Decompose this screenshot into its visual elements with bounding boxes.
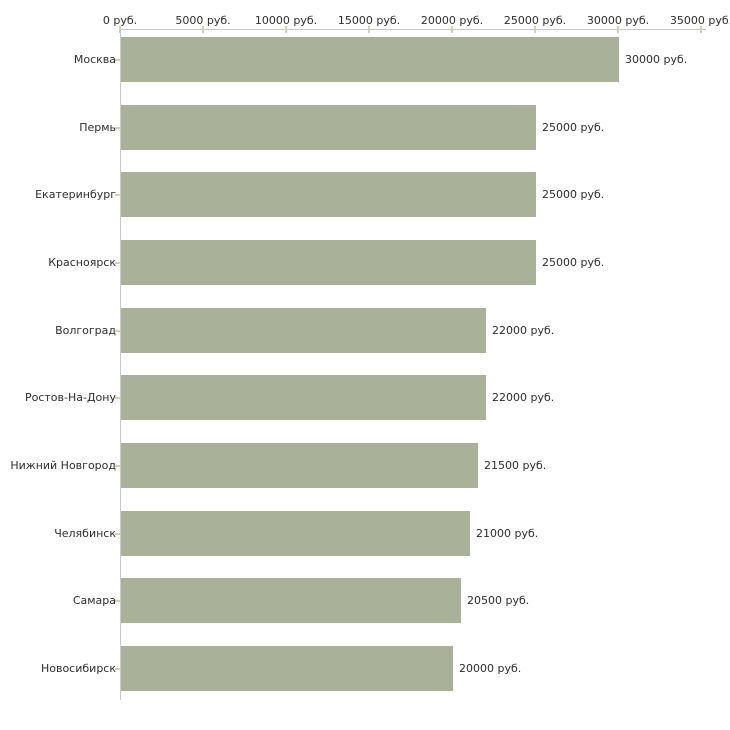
category-label: Екатеринбург: [35, 188, 116, 201]
x-axis-tick-label: 10000 руб.: [254, 14, 318, 27]
x-axis-tick-label: 35000 руб.: [669, 14, 730, 27]
x-axis-tick: [451, 26, 453, 33]
bar: [121, 105, 536, 150]
category-label: Пермь: [79, 121, 116, 134]
category-label: Красноярск: [48, 256, 116, 269]
y-axis-tick: [115, 668, 120, 670]
bar-value-label: 25000 руб.: [542, 256, 605, 269]
y-axis-tick: [115, 262, 120, 264]
bar-value-label: 21000 руб.: [476, 527, 539, 540]
category-label: Челябинск: [54, 527, 116, 540]
bar-value-label: 22000 руб.: [492, 324, 555, 337]
bar: [121, 308, 486, 353]
bar: [121, 578, 461, 623]
bar-value-label: 22000 руб.: [492, 391, 555, 404]
y-axis-tick: [115, 59, 120, 61]
x-axis-tick-label: 0 руб.: [102, 14, 138, 27]
bar-value-label: 21500 руб.: [484, 459, 547, 472]
y-axis-line: [120, 29, 121, 700]
category-label: Новосибирск: [40, 662, 116, 675]
bar: [121, 375, 486, 420]
y-axis-tick: [115, 127, 120, 129]
bar: [121, 443, 478, 488]
x-axis-tick: [202, 26, 204, 33]
bar: [121, 511, 470, 556]
y-axis-tick: [115, 330, 120, 332]
bar-value-label: 30000 руб.: [625, 53, 688, 66]
bar: [121, 172, 536, 217]
category-label: Самара: [72, 594, 116, 607]
bar-value-label: 25000 руб.: [542, 188, 605, 201]
bar-value-label: 25000 руб.: [542, 121, 605, 134]
y-axis-tick: [115, 600, 120, 602]
bar: [121, 646, 453, 691]
category-label: Ростов-На-Дону: [24, 391, 116, 404]
x-axis-tick-label: 30000 руб.: [586, 14, 650, 27]
x-axis-tick-label: 5000 руб.: [175, 14, 231, 27]
x-axis-line: [120, 29, 706, 30]
x-axis-tick: [368, 26, 370, 33]
y-axis-tick: [115, 465, 120, 467]
x-axis-tick-label: 15000 руб.: [337, 14, 401, 27]
category-label: Волгоград: [55, 324, 116, 337]
category-label: Москва: [73, 53, 116, 66]
bar: [121, 37, 619, 82]
bar-value-label: 20500 руб.: [467, 594, 530, 607]
y-axis-tick: [115, 194, 120, 196]
x-axis-tick: [534, 26, 536, 33]
y-axis-tick: [115, 533, 120, 535]
x-axis-tick-label: 20000 руб.: [420, 14, 484, 27]
bar: [121, 240, 536, 285]
category-label: Нижний Новгород: [10, 459, 116, 472]
x-axis-tick: [700, 26, 702, 33]
x-axis-tick: [617, 26, 619, 33]
x-axis-tick: [285, 26, 287, 33]
x-axis-tick-label: 25000 руб.: [503, 14, 567, 27]
bar-value-label: 20000 руб.: [459, 662, 522, 675]
y-axis-tick: [115, 397, 120, 399]
